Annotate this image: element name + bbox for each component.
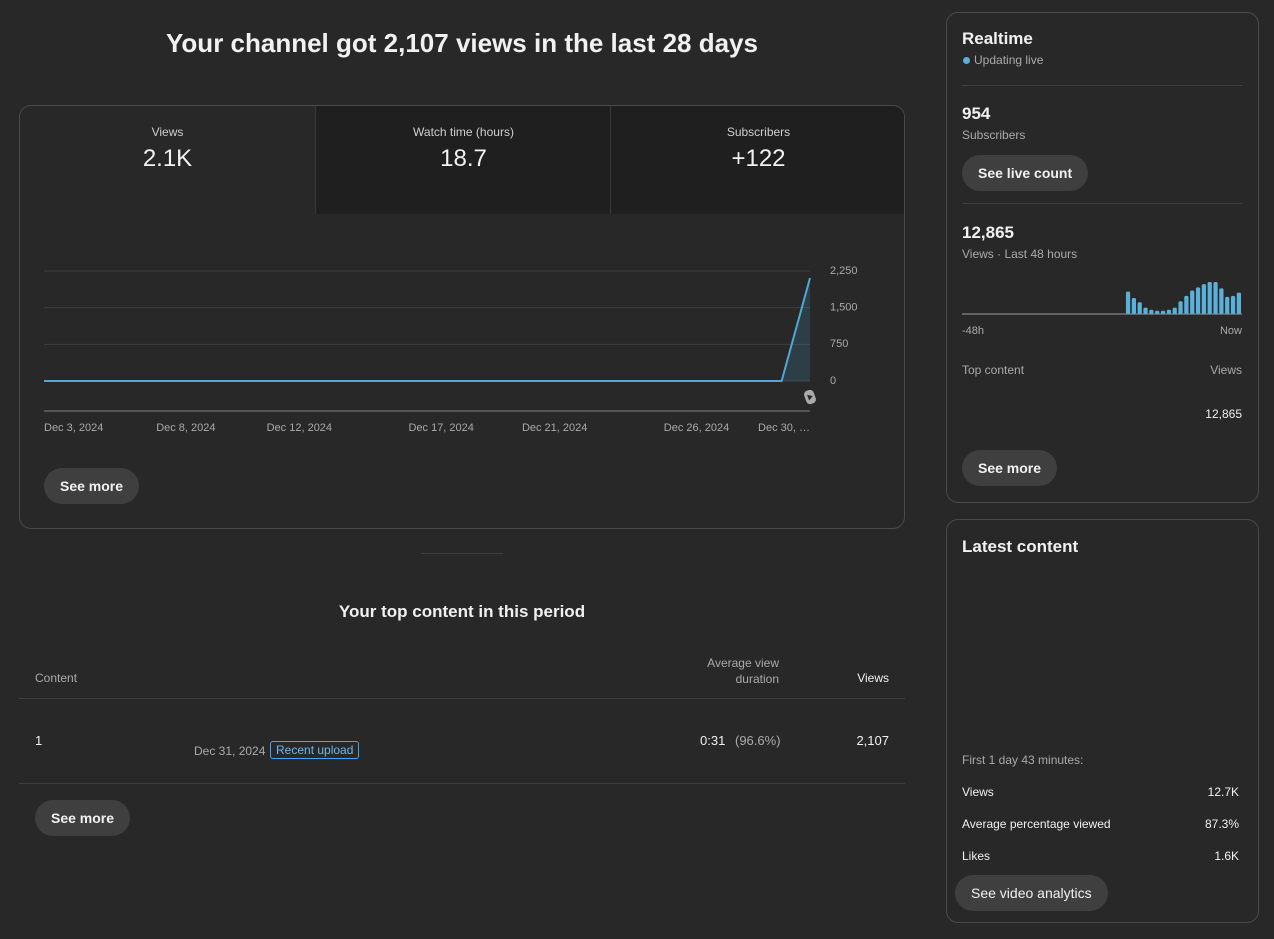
bar bbox=[1131, 298, 1136, 314]
latest-content-card: Latest content First 1 day 43 minutes: V… bbox=[946, 519, 1259, 923]
x-tick-label: Dec 26, 2024 bbox=[664, 422, 729, 434]
x-tick-label: Dec 8, 2024 bbox=[156, 422, 215, 434]
bar bbox=[1213, 282, 1218, 314]
stat-label: Views bbox=[962, 785, 994, 799]
bar bbox=[1143, 307, 1148, 314]
overview-card: Views 2.1K Watch time (hours) 18.7 Subsc… bbox=[19, 105, 905, 529]
x-tick-label: Dec 12, 2024 bbox=[267, 422, 332, 434]
metric-value: +122 bbox=[731, 145, 786, 172]
recent-upload-badge: Recent upload bbox=[270, 741, 360, 759]
metric-tab[interactable]: Subscribers +122 bbox=[610, 106, 904, 214]
see-more-button[interactable]: See more bbox=[44, 468, 140, 504]
bar bbox=[1225, 296, 1230, 314]
row-duration: 0:31 bbox=[700, 733, 726, 748]
bar bbox=[1190, 290, 1195, 314]
page-title: Your channel got 2,107 views in the last… bbox=[166, 28, 758, 58]
stat-label: Average percentage viewed bbox=[962, 817, 1111, 831]
video-analytics-button[interactable]: See video analytics bbox=[955, 875, 1108, 911]
bar bbox=[1166, 309, 1171, 314]
stat-value: 87.3% bbox=[1204, 817, 1239, 831]
subscriber-count: 954 bbox=[962, 104, 991, 123]
bar bbox=[1207, 282, 1212, 314]
metric-label: Watch time (hours) bbox=[413, 125, 514, 139]
top-content-views: 12,865 bbox=[1205, 407, 1242, 421]
bar bbox=[1160, 310, 1166, 314]
shorts-icon bbox=[804, 389, 816, 405]
subscriber-label: Subscribers bbox=[962, 128, 1026, 142]
bar bbox=[1236, 292, 1241, 314]
row-divider bbox=[19, 698, 905, 699]
bar bbox=[1201, 284, 1206, 314]
column-header: Views bbox=[857, 671, 889, 685]
row-rank: 1 bbox=[35, 733, 43, 748]
line bbox=[44, 277, 811, 382]
row-views: 2,107 bbox=[856, 733, 889, 748]
bar bbox=[1195, 287, 1201, 314]
x-tick-label: Dec 21, 2024 bbox=[522, 422, 587, 434]
divider bbox=[962, 203, 1243, 204]
bar bbox=[1172, 307, 1177, 314]
live-dot bbox=[963, 57, 970, 64]
column-header: Average view duration bbox=[707, 656, 779, 686]
metric-value: 18.7 bbox=[440, 145, 487, 172]
x-tick-label: Now bbox=[1220, 325, 1242, 337]
bar bbox=[1155, 310, 1160, 314]
x-tick-label: Dec 30, … bbox=[758, 422, 810, 434]
card-title: Realtime bbox=[962, 29, 1033, 48]
bar bbox=[1219, 288, 1224, 314]
views-chart: 0 750 1,500 2,250 Dec 3, 2024 Dec 8, 2024 Dec … bbox=[44, 265, 858, 434]
row-percent: (96.6%) bbox=[735, 733, 781, 748]
bar bbox=[1230, 295, 1236, 314]
area bbox=[44, 277, 810, 381]
metric-tab[interactable]: Watch time (hours) 18.7 bbox=[315, 106, 611, 214]
stat-value: 1.6K bbox=[1214, 849, 1239, 863]
y-tick-label: 1,500 bbox=[830, 302, 858, 314]
y-tick-label: 750 bbox=[830, 338, 848, 350]
metric-label: Views bbox=[151, 125, 184, 139]
bar bbox=[1149, 309, 1154, 314]
top-content-label: Top content bbox=[962, 363, 1025, 377]
views-label: Views · Last 48 hours bbox=[962, 247, 1078, 261]
card-title: Latest content bbox=[962, 537, 1079, 556]
divider bbox=[962, 85, 1243, 86]
live-status: Updating live bbox=[974, 53, 1044, 67]
bar bbox=[1137, 302, 1142, 314]
y-tick-label: 0 bbox=[830, 375, 836, 387]
metric-tab[interactable]: Views 2.1K bbox=[20, 106, 315, 214]
views-count: 12,865 bbox=[962, 223, 1014, 242]
realtime-chart: -48h Now bbox=[962, 282, 1242, 337]
live-count-button[interactable]: See live count bbox=[962, 155, 1089, 191]
metric-value: 2.1K bbox=[142, 145, 193, 172]
stat-label: Likes bbox=[962, 849, 991, 863]
y-tick-label: 2,250 bbox=[830, 265, 858, 277]
see-more-button[interactable]: See more bbox=[35, 800, 131, 836]
x-tick-label: Dec 3, 2024 bbox=[44, 422, 103, 434]
stat-value: 12.7K bbox=[1207, 785, 1239, 799]
row-date: Dec 31, 2024 bbox=[194, 744, 266, 758]
bar bbox=[1125, 291, 1131, 314]
metric-label: Subscribers bbox=[726, 125, 791, 139]
x-tick-label: -48h bbox=[962, 325, 984, 337]
divider bbox=[421, 553, 503, 554]
bar bbox=[1184, 295, 1189, 314]
period-label: First 1 day 43 minutes: bbox=[962, 753, 1084, 767]
x-tick-label: Dec 17, 2024 bbox=[408, 422, 473, 434]
column-header: Content bbox=[35, 671, 78, 685]
views-column-label: Views bbox=[1210, 363, 1242, 377]
realtime-card: Realtime Updating live 954 Subscribers S… bbox=[946, 12, 1259, 503]
row-divider bbox=[19, 783, 905, 784]
see-more-button[interactable]: See more bbox=[962, 450, 1058, 486]
bar bbox=[1178, 301, 1183, 314]
section-title: Your top content in this period bbox=[338, 602, 586, 621]
